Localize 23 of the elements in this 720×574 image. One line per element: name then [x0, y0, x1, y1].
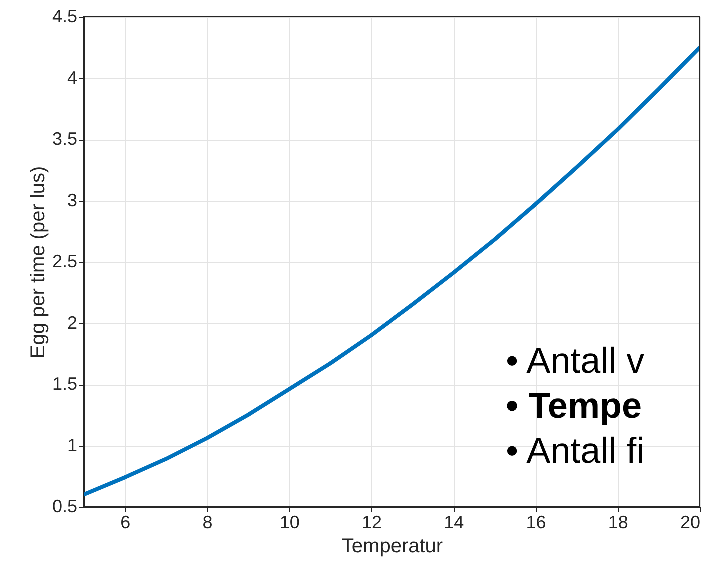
- y-axis-title: Egg per time (per lus): [27, 166, 50, 359]
- y-tick-label: 1: [67, 435, 78, 456]
- x-tick-label: 14: [444, 512, 464, 532]
- annotation: • Tempe: [506, 385, 642, 426]
- y-tick-label: 3: [67, 190, 78, 210]
- x-tick-label: 16: [526, 512, 546, 532]
- y-tick-label: 2: [67, 312, 78, 333]
- x-tick-label: 20: [680, 512, 700, 532]
- x-tick-label: 10: [280, 512, 300, 532]
- x-tick-label: 8: [202, 512, 213, 532]
- y-tick-label: 1.5: [52, 374, 78, 394]
- x-axis-title: Temperatur: [342, 536, 444, 558]
- y-tick-label: 4.5: [52, 6, 78, 26]
- y-tick-label: 3.5: [52, 129, 78, 149]
- y-tick-label: 0.5: [52, 496, 78, 516]
- line-series: [84, 46, 700, 497]
- x-tick-label: 6: [120, 512, 131, 532]
- annotation: • Antall v: [506, 340, 645, 381]
- x-tick-label: 18: [608, 512, 628, 532]
- x-tick-label: 12: [362, 512, 382, 532]
- annotation: • Antall fi: [506, 430, 645, 471]
- y-tick-label: 2.5: [52, 252, 78, 272]
- y-tick-label: 4: [67, 68, 78, 88]
